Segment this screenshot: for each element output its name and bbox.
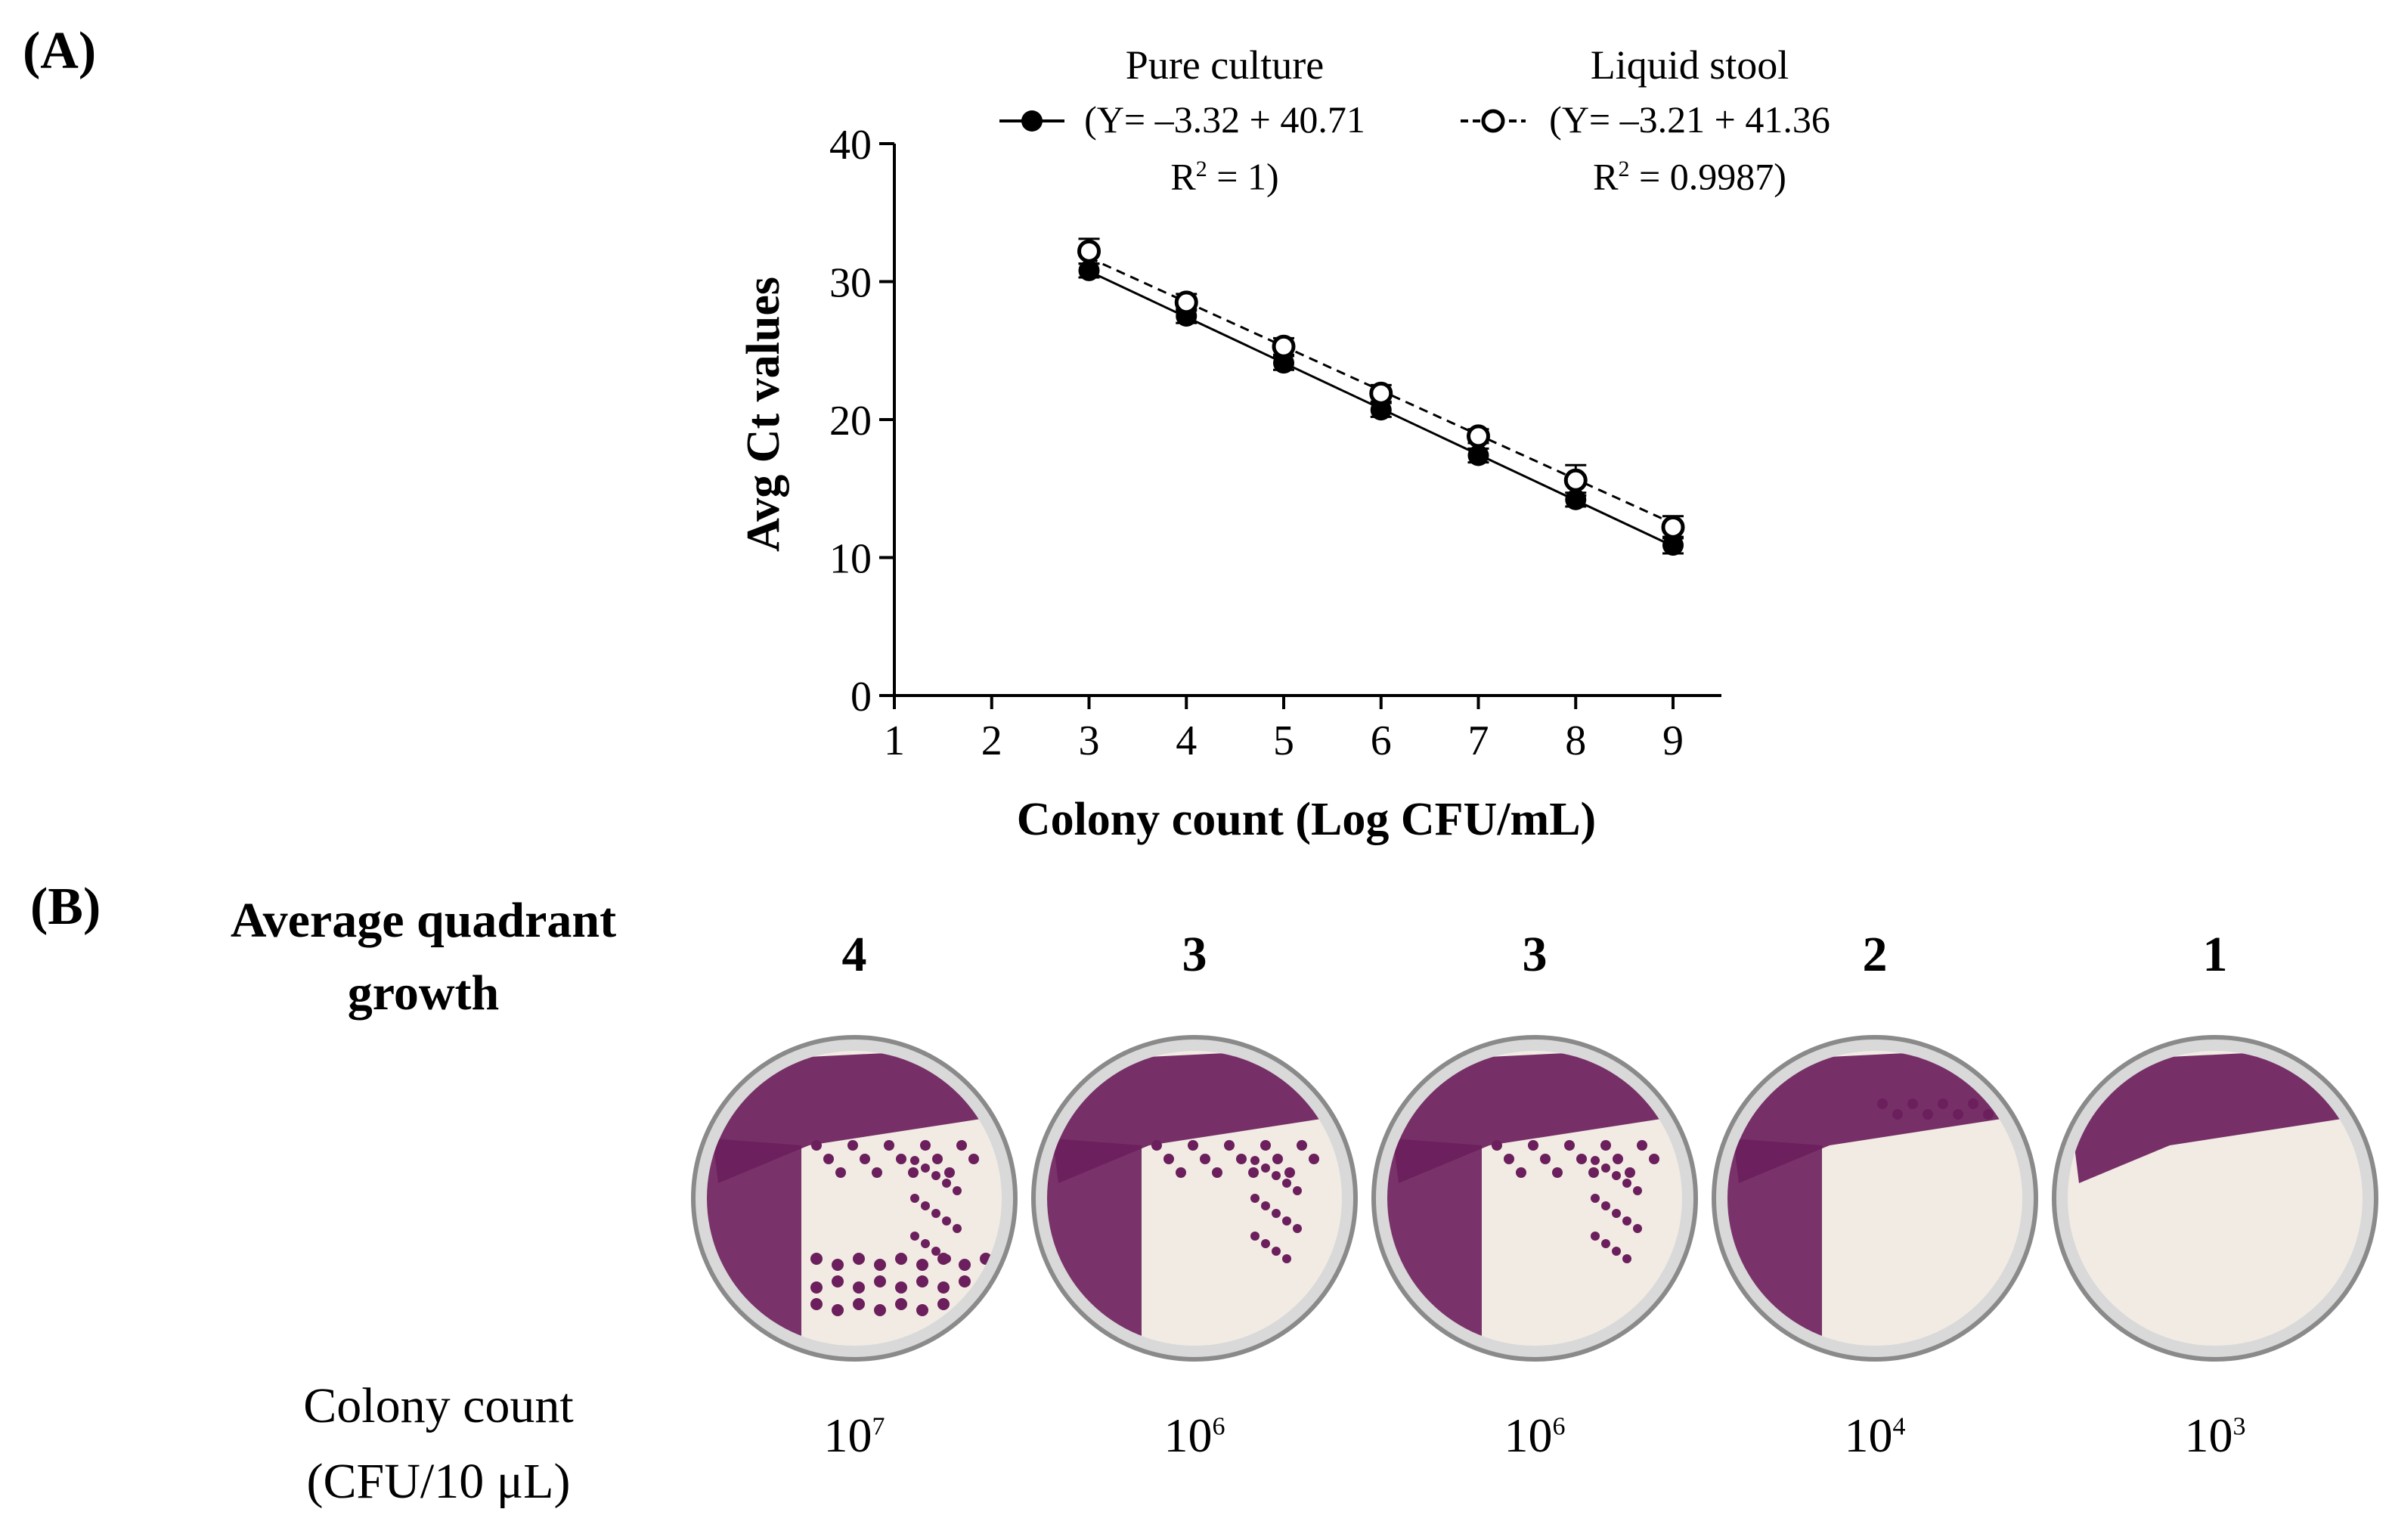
legend-pure-culture-equation: (Y= –3.32 + 40.71 [1084, 98, 1365, 141]
y-tick-label: 0 [851, 674, 872, 720]
colony-count-value: 104 [1799, 1408, 1950, 1464]
agar-plate-graphic [2052, 1035, 2378, 1362]
point-liquid-stool [1563, 468, 1588, 492]
x-tick-label: 8 [1565, 717, 1586, 764]
point-pure-culture [1078, 259, 1100, 281]
growth-row-header: Average quadrant growth [181, 885, 665, 1030]
x-tick-label: 9 [1662, 717, 1684, 764]
colony-count-exponent: 4 [1892, 1412, 1906, 1441]
point-pure-culture [1370, 399, 1392, 421]
growth-value: 3 [1522, 927, 1548, 982]
y-tick-label: 30 [829, 260, 872, 307]
point-pure-culture [1273, 352, 1294, 374]
agar-plate-graphic [1712, 1035, 2038, 1362]
growth-row-header-line2: growth [347, 965, 500, 1021]
growth-row-header-line1: Average quadrant [230, 893, 617, 948]
y-tick-label: 40 [829, 122, 872, 169]
point-liquid-stool [1369, 381, 1393, 405]
x-tick-label: 5 [1273, 717, 1294, 764]
panel-a-label: (A) [23, 22, 97, 80]
growth-value: 3 [1182, 927, 1207, 982]
legend-liquid-stool-marker [1461, 109, 1526, 133]
x-axis-label: Colony count (Log CFU/mL) [1017, 794, 1596, 845]
growth-value: 2 [1862, 927, 1888, 982]
point-pure-culture [1467, 445, 1489, 466]
colony-count-exponent: 6 [1212, 1412, 1225, 1441]
growth-value: 1 [2202, 927, 2228, 982]
y-tick-label: 20 [829, 398, 872, 445]
agar-plate [1709, 1032, 2041, 1368]
count-row-header-line1: Colony count [303, 1378, 574, 1433]
agar-plate-graphic [691, 1035, 1018, 1362]
point-liquid-stool [1077, 239, 1101, 263]
x-tick-label: 2 [981, 717, 1002, 764]
x-tick-label: 3 [1079, 717, 1100, 764]
legend-liquid-stool: Liquid stool (Y= –3.21 + 41.36 R2 = 0.99… [1459, 42, 1928, 200]
legend-pure-culture-name: Pure culture [1125, 42, 1325, 88]
point-liquid-stool [1661, 515, 1685, 539]
count-row-header: Colony count (CFU/10 μL) [212, 1368, 665, 1520]
panel-b-label: (B) [30, 878, 101, 936]
agar-plate-graphic [1371, 1035, 1698, 1362]
count-row-header-line2: (CFU/10 μL) [306, 1454, 571, 1509]
chart-axes: 0 10 20 30 40 1 2 3 4 5 6 7 8 9 [829, 122, 1721, 764]
growth-value: 4 [841, 927, 867, 982]
colony-count-base: 10 [1163, 1408, 1213, 1462]
data-points [1077, 237, 1685, 556]
legend-pure-culture-r2: R2 = 1) [1170, 155, 1279, 198]
point-liquid-stool [1174, 290, 1198, 315]
x-tick-label: 1 [884, 717, 905, 764]
y-axis-label: Avg Ct values [738, 277, 789, 552]
agar-plate [688, 1032, 1021, 1368]
agar-plate [1028, 1032, 1361, 1368]
colony-count-base: 10 [1504, 1408, 1553, 1462]
colony-count-value: 103 [2139, 1408, 2291, 1464]
legend-pure-culture-marker [999, 110, 1064, 132]
y-tick-label: 10 [829, 536, 872, 583]
agar-plate-graphic [1031, 1035, 1358, 1362]
agar-plate [2049, 1032, 2381, 1368]
colony-count-base: 10 [2184, 1408, 2233, 1462]
colony-count-exponent: 3 [2232, 1412, 2246, 1441]
agar-plate [1368, 1032, 1701, 1368]
point-pure-culture [1565, 488, 1587, 510]
legend-liquid-stool-r2: R2 = 0.9987) [1593, 155, 1786, 198]
colony-count-base: 10 [823, 1408, 872, 1462]
point-liquid-stool [1467, 424, 1490, 448]
colony-count-value: 107 [779, 1408, 930, 1464]
colony-count-exponent: 7 [872, 1412, 885, 1441]
colony-count-exponent: 6 [1552, 1412, 1566, 1441]
point-pure-culture [1662, 535, 1684, 556]
legend-liquid-stool-equation: (Y= –3.21 + 41.36 [1549, 98, 1830, 141]
ct-standard-curve-chart: 0 10 20 30 40 1 2 3 4 5 6 7 8 9 Colony count (Log CFU… [738, 122, 1721, 845]
x-tick-label: 7 [1468, 717, 1489, 764]
point-liquid-stool [1272, 334, 1296, 358]
colony-count-base: 10 [1844, 1408, 1893, 1462]
legend-pure-culture: Pure culture (Y= –3.32 + 40.71 R2 = 1) [983, 42, 1474, 200]
legend-liquid-stool-name: Liquid stool [1590, 42, 1789, 88]
x-tick-label: 6 [1371, 717, 1392, 764]
colony-count-value: 106 [1459, 1408, 1610, 1464]
colony-count-value: 106 [1119, 1408, 1270, 1464]
x-tick-label: 4 [1176, 717, 1197, 764]
